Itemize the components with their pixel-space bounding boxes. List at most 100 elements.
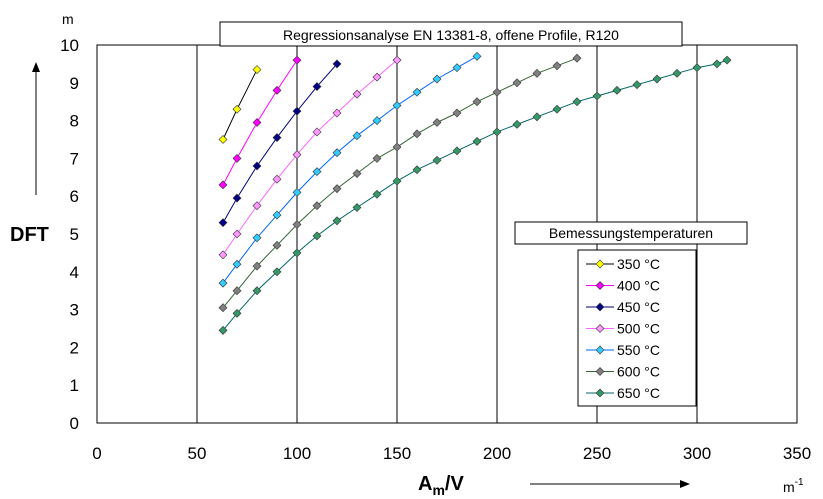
- legend-swatch-marker: [595, 388, 605, 398]
- data-point: [252, 201, 262, 211]
- legend-swatch-marker: [595, 281, 605, 290]
- legend-item: 600 °C: [586, 364, 660, 380]
- data-point: [352, 203, 362, 212]
- legend-swatch-marker: [595, 324, 605, 333]
- data-point: [252, 65, 262, 74]
- data-point: [218, 250, 228, 260]
- x-tick-label: 300: [683, 444, 711, 463]
- data-point: [232, 104, 242, 114]
- legend-label: 450 °C: [617, 299, 660, 315]
- legend-label: 500 °C: [617, 321, 660, 337]
- data-point: [492, 127, 502, 137]
- y-tick-label: 4: [70, 263, 79, 282]
- data-point: [432, 155, 442, 165]
- legend-label: 600 °C: [617, 364, 660, 380]
- data-point: [412, 129, 422, 139]
- data-point: [512, 78, 522, 88]
- data-point: [272, 240, 282, 250]
- y-tick-label: 3: [70, 301, 79, 320]
- series-3: [218, 55, 402, 260]
- data-point: [532, 112, 542, 122]
- data-point: [352, 131, 362, 141]
- data-point: [372, 189, 382, 199]
- legend-title-box: [514, 221, 748, 245]
- data-point: [452, 108, 462, 118]
- data-point: [722, 55, 732, 65]
- data-point: [292, 150, 302, 160]
- x-tick-label: 250: [583, 444, 611, 463]
- x-unit-label: m-1: [783, 477, 804, 495]
- series-1: [218, 55, 302, 190]
- data-point: [392, 176, 402, 186]
- data-point: [672, 68, 682, 78]
- legend-label: 350 °C: [617, 256, 660, 272]
- series-2: [218, 59, 342, 228]
- legend-item: 650 °C: [586, 385, 660, 401]
- x-unit-exp: -1: [795, 477, 804, 488]
- x-axis-label-suffix: /V: [445, 473, 465, 495]
- data-point: [252, 118, 262, 127]
- data-point: [532, 68, 542, 78]
- y-tick-label: 9: [70, 74, 79, 93]
- data-point: [332, 184, 342, 194]
- data-point: [252, 286, 262, 296]
- data-point: [312, 82, 322, 92]
- data-point: [218, 180, 228, 190]
- data-point: [712, 59, 722, 69]
- x-tick-label: 150: [383, 444, 411, 463]
- data-point: [552, 61, 562, 71]
- data-point: [392, 55, 402, 65]
- data-point: [232, 259, 242, 269]
- x-axis-label-main: A: [418, 473, 432, 495]
- data-point: [372, 72, 382, 82]
- data-point: [252, 233, 262, 243]
- series-6: [218, 55, 732, 335]
- legend-label: 400 °C: [617, 278, 660, 294]
- legend-item: 550 °C: [586, 342, 660, 358]
- x-tick-label: 0: [92, 444, 101, 463]
- x-tick-label: 350: [783, 444, 811, 463]
- legend-title: Bemessungstemperaturen: [549, 225, 713, 241]
- data-point: [692, 63, 702, 73]
- legend-item: 500 °C: [586, 321, 660, 337]
- legend-swatch-marker: [595, 302, 605, 312]
- data-point: [218, 303, 228, 313]
- legend: 350 °C 400 °C 450 °C 500 °C 550 °C 600 °C 650 …: [586, 256, 660, 401]
- data-point: [452, 146, 462, 156]
- legend-swatch-marker: [595, 367, 605, 376]
- data-point: [272, 210, 282, 220]
- y-tick-label: 10: [60, 36, 79, 55]
- data-point: [512, 119, 522, 129]
- data-point: [332, 148, 342, 158]
- series-4: [218, 51, 482, 288]
- x-axis-arrowhead: [680, 480, 690, 488]
- data-point: [372, 116, 382, 126]
- data-point: [232, 193, 242, 203]
- series-line: [222, 59, 398, 256]
- y-tick-label: 1: [70, 376, 79, 395]
- legend-label: 550 °C: [617, 342, 660, 358]
- data-point: [272, 174, 282, 184]
- data-point: [352, 169, 362, 178]
- series-group: [218, 51, 732, 335]
- data-point: [312, 127, 322, 137]
- data-point: [432, 74, 442, 84]
- chart-title: Regressionsanalyse EN 13381-8, offene Pr…: [283, 27, 619, 43]
- series-0: [218, 65, 262, 144]
- data-point: [592, 91, 602, 101]
- legend-swatch-marker: [595, 259, 605, 269]
- x-tick-labels: 0 50 100 150 200 250 300 350: [92, 444, 811, 463]
- data-point: [612, 85, 622, 95]
- data-point: [572, 53, 582, 63]
- data-point: [218, 278, 228, 288]
- data-point: [232, 153, 242, 163]
- data-point: [232, 308, 242, 318]
- data-point: [218, 135, 228, 144]
- data-point: [632, 80, 642, 90]
- x-tick-label: 100: [283, 444, 311, 463]
- data-point: [392, 101, 402, 110]
- data-point: [232, 286, 242, 296]
- data-point: [232, 229, 242, 239]
